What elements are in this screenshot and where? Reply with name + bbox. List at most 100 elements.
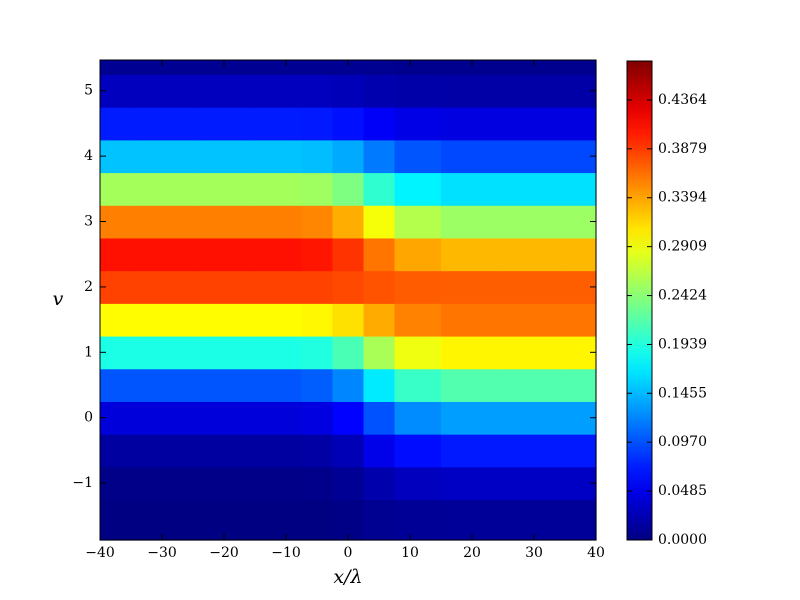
cell [394, 335, 442, 370]
cell [332, 172, 365, 206]
cell [301, 368, 334, 402]
cell [565, 172, 597, 206]
cell [441, 172, 504, 206]
cell [131, 205, 194, 239]
cell [503, 237, 566, 272]
cell [255, 237, 303, 272]
cell [565, 303, 597, 337]
cell [363, 60, 396, 75]
cell [301, 139, 334, 174]
cell [394, 237, 442, 272]
cell [193, 139, 256, 174]
cell [193, 466, 256, 501]
cell [255, 107, 303, 141]
cell [394, 368, 442, 402]
cell [255, 466, 303, 501]
cell [363, 303, 396, 337]
colorbar-tick-label: 0.2424 [658, 288, 707, 304]
cell [565, 107, 597, 141]
cell [255, 139, 303, 174]
cell [503, 172, 566, 206]
x-tick-label: −30 [147, 545, 177, 561]
cell [441, 139, 504, 174]
x-tick-label: 10 [401, 545, 419, 561]
cell [301, 303, 334, 337]
colorbar-tick-label: 0.3394 [658, 190, 707, 206]
cell [503, 401, 566, 435]
colorbar-tick-label: 0.4364 [658, 92, 707, 108]
cell [131, 401, 194, 435]
cell [301, 74, 334, 108]
cell [255, 368, 303, 402]
cell [503, 205, 566, 239]
cell [193, 335, 256, 370]
cell [255, 303, 303, 337]
x-tick-label: −10 [271, 545, 301, 561]
x-tick-label: −40 [85, 545, 115, 561]
cell [131, 172, 194, 206]
cell [394, 434, 442, 468]
cell [193, 270, 256, 304]
colorbar [626, 60, 653, 541]
cell [363, 466, 396, 501]
y-tick-label: 5 [84, 83, 93, 99]
cell [100, 368, 132, 402]
cell [503, 270, 566, 304]
x-tick-label: −20 [209, 545, 239, 561]
cell [332, 237, 365, 272]
cell [131, 335, 194, 370]
cell [363, 434, 396, 468]
cell [441, 270, 504, 304]
y-tick-label: −1 [72, 475, 93, 491]
colorbar-tick-label: 0.0000 [658, 532, 707, 548]
cell [441, 335, 504, 370]
cell [131, 107, 194, 141]
cell [332, 466, 365, 501]
cell [332, 270, 365, 304]
cell [193, 401, 256, 435]
cell [394, 466, 442, 501]
cell [131, 139, 194, 174]
cell [394, 401, 442, 435]
cell [301, 401, 334, 435]
cell [441, 303, 504, 337]
cell [193, 499, 256, 541]
cell [193, 60, 256, 75]
cell [503, 368, 566, 402]
y-tick-label: 2 [84, 279, 93, 295]
cell [363, 368, 396, 402]
cell [301, 434, 334, 468]
cell [394, 107, 442, 141]
cell [503, 335, 566, 370]
cell [332, 303, 365, 337]
cell [255, 74, 303, 108]
cell [503, 499, 566, 541]
cell [100, 60, 132, 75]
cell [441, 499, 504, 541]
cell [301, 499, 334, 541]
cell [565, 499, 597, 541]
cell [131, 466, 194, 501]
cell [441, 60, 504, 75]
cell [441, 237, 504, 272]
cell [332, 368, 365, 402]
cell [332, 60, 365, 75]
cell [363, 107, 396, 141]
cell [363, 270, 396, 304]
cell [503, 434, 566, 468]
cell [441, 107, 504, 141]
cell [394, 205, 442, 239]
cell [441, 401, 504, 435]
cell [394, 270, 442, 304]
x-axis-label: x/λ [333, 566, 362, 588]
cell [363, 205, 396, 239]
cell [100, 172, 132, 206]
cell [503, 139, 566, 174]
heatmap [100, 60, 597, 541]
y-axis-label: v [53, 288, 64, 310]
cell [301, 237, 334, 272]
cell [441, 74, 504, 108]
cell [131, 270, 194, 304]
cell [131, 237, 194, 272]
